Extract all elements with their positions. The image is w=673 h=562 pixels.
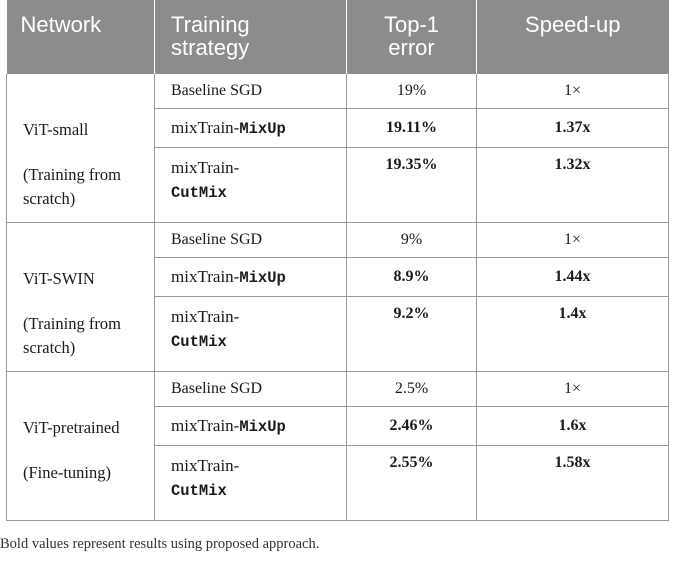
error-cell: 19.35%	[346, 147, 477, 223]
error-cell: 9%	[346, 222, 477, 258]
speedup-cell: 1.4x	[476, 296, 669, 372]
error-cell: 9.2%	[346, 296, 477, 372]
header-network: Network	[6, 0, 155, 74]
network-note: (Fine-tuning)	[23, 463, 111, 482]
strategy-cell: Baseline SGD	[154, 222, 347, 258]
table-row: mixTrain-MixUp 8.9% 1.44x	[7, 257, 669, 297]
strategy-cell: mixTrain- CutMix	[154, 445, 347, 521]
strategy-cell: mixTrain-MixUp	[154, 108, 347, 148]
table-row: mixTrain- CutMix 2.55% 1.58x	[7, 445, 669, 521]
network-note: (Training from scratch)	[23, 165, 121, 208]
error-cell: 19%	[346, 74, 477, 109]
error-cell: 19.11%	[346, 108, 477, 148]
strategy-cell: Baseline SGD	[154, 371, 347, 407]
network-note: (Training from scratch)	[23, 314, 121, 357]
network-cell: ViT-SWIN (Training from scratch)	[6, 222, 155, 372]
error-cell: 2.5%	[346, 371, 477, 407]
strategy-cell: Baseline SGD	[154, 74, 347, 109]
table-footnote: Bold values represent results using prop…	[0, 536, 320, 552]
network-name: ViT-pretrained	[23, 418, 120, 437]
error-cell: 8.9%	[346, 257, 477, 297]
table-row: mixTrain- CutMix 19.35% 1.32x	[7, 147, 669, 223]
network-cell: ViT-pretrained (Fine-tuning)	[6, 371, 155, 521]
speedup-cell: 1.58x	[476, 445, 669, 521]
header-top1-error: Top-1 error	[346, 0, 477, 74]
results-table: Network Training strategy Top-1 error Sp…	[6, 0, 669, 521]
speedup-cell: 1×	[476, 222, 669, 258]
table-row: mixTrain- CutMix 9.2% 1.4x	[7, 296, 669, 372]
speedup-cell: 1.37x	[476, 108, 669, 148]
table-row: ViT-small (Training from scratch) Baseli…	[6, 74, 669, 223]
speedup-cell: 1.6x	[476, 406, 669, 446]
network-cell: ViT-small (Training from scratch)	[6, 74, 155, 223]
table-row: ViT-pretrained (Fine-tuning) Baseline SG…	[6, 371, 669, 521]
strategy-cell: mixTrain- CutMix	[154, 147, 347, 223]
table-row: ViT-SWIN (Training from scratch) Baselin…	[6, 222, 669, 372]
table-row: mixTrain-MixUp 19.11% 1.37x	[7, 108, 669, 148]
strategy-cell: mixTrain-MixUp	[154, 257, 347, 297]
header-training-strategy: Training strategy	[154, 0, 347, 74]
network-name: ViT-SWIN	[23, 269, 95, 288]
speedup-cell: 1×	[476, 74, 669, 109]
error-cell: 2.55%	[346, 445, 477, 521]
error-cell: 2.46%	[346, 406, 477, 446]
speedup-cell: 1×	[476, 371, 669, 407]
header-speed-up: Speed-up	[476, 0, 669, 74]
strategy-cell: mixTrain-MixUp	[154, 406, 347, 446]
speedup-cell: 1.32x	[476, 147, 669, 223]
speedup-cell: 1.44x	[476, 257, 669, 297]
table-header: Network Training strategy Top-1 error Sp…	[6, 0, 669, 74]
table-row: mixTrain-MixUp 2.46% 1.6x	[7, 406, 669, 446]
network-name: ViT-small	[23, 120, 89, 139]
strategy-cell: mixTrain- CutMix	[154, 296, 347, 372]
